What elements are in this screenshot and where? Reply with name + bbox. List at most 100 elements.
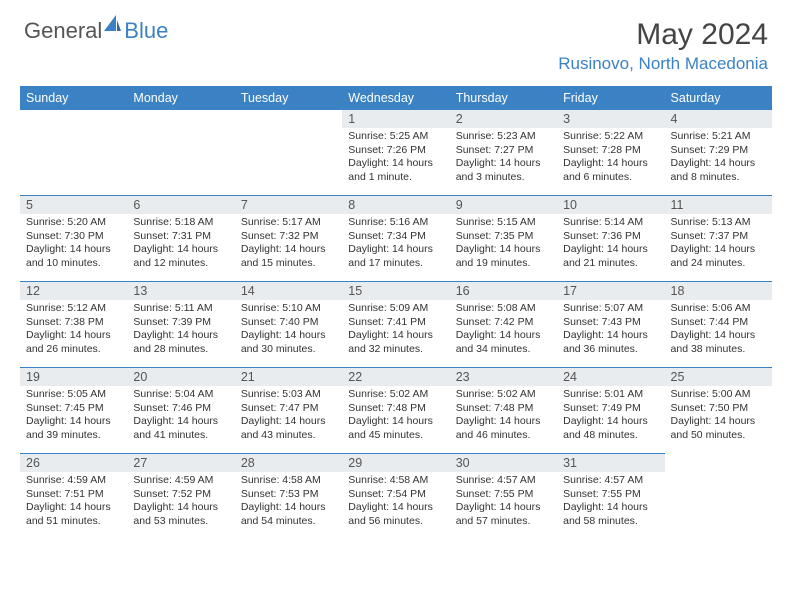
calendar-row: 26Sunrise: 4:59 AMSunset: 7:51 PMDayligh… [20,454,772,540]
calendar-cell: 25 Sunrise: 5:00 AMSunset: 7:50 PMDayligh… [665,368,772,454]
calendar-cell: 6 Sunrise: 5:18 AMSunset: 7:31 PMDaylight… [127,196,234,282]
day-details: Sunrise: 5:02 AMSunset: 7:48 PMDaylight:… [348,388,443,443]
logo: General Blue [24,18,168,44]
day-number: 2 [450,110,557,128]
day-number: 18 [665,282,772,300]
calendar-header-row: SundayMondayTuesdayWednesdayThursdayFrid… [20,87,772,110]
day-details: Sunrise: 5:02 AMSunset: 7:48 PMDaylight:… [456,388,551,443]
day-details: Sunrise: 5:25 AMSunset: 7:26 PMDaylight:… [348,130,443,185]
calendar-cell: 7Sunrise: 5:17 AMSunset: 7:32 PMDaylight… [235,196,342,282]
calendar-cell: 24 Sunrise: 5:01 AMSunset: 7:49 PMDayligh… [557,368,664,454]
day-number: 31 [557,454,664,472]
day-number: 27 [127,454,234,472]
calendar-cell: 21 Sunrise: 5:03 AMSunset: 7:47 PMDayligh… [235,368,342,454]
calendar-cell: 12 Sunrise: 5:12 AMSunset: 7:38 PMDayligh… [20,282,127,368]
calendar-cell: 31 Sunrise: 4:57 AMSunset: 7:55 PMDayligh… [557,454,664,540]
day-number: 10 [557,196,664,214]
day-details: Sunrise: 5:06 AMSunset: 7:44 PMDaylight:… [671,302,766,357]
logo-sail-icon [102,13,122,33]
calendar-row: 5 Sunrise: 5:20 AMSunset: 7:30 PMDaylight… [20,196,772,282]
day-number: 9 [450,196,557,214]
calendar-cell: 19Sunrise: 5:05 AMSunset: 7:45 PMDayligh… [20,368,127,454]
weekday-header: Monday [127,87,234,110]
day-details: Sunrise: 5:12 AMSunset: 7:38 PMDaylight:… [26,302,121,357]
calendar-cell [665,454,772,540]
day-number: 25 [665,368,772,386]
logo-general: General [24,18,102,44]
calendar-cell: 18 Sunrise: 5:06 AMSunset: 7:44 PMDayligh… [665,282,772,368]
day-number: 29 [342,454,449,472]
day-details: Sunrise: 5:04 AMSunset: 7:46 PMDaylight:… [133,388,228,443]
day-details: Sunrise: 5:23 AMSunset: 7:27 PMDaylight:… [456,130,551,185]
weekday-header: Friday [557,87,664,110]
day-number: 13 [127,282,234,300]
day-details: Sunrise: 4:57 AMSunset: 7:55 PMDaylight:… [563,474,658,529]
day-details: Sunrise: 5:03 AMSunset: 7:47 PMDaylight:… [241,388,336,443]
calendar-cell: 4Sunrise: 5:21 AMSunset: 7:29 PMDaylight… [665,110,772,196]
day-number: 12 [20,282,127,300]
day-number: 28 [235,454,342,472]
calendar-cell: 3 Sunrise: 5:22 AMSunset: 7:28 PMDaylight… [557,110,664,196]
day-details: Sunrise: 5:10 AMSunset: 7:40 PMDaylight:… [241,302,336,357]
day-details: Sunrise: 5:22 AMSunset: 7:28 PMDaylight:… [563,130,658,185]
month-title: May 2024 [558,18,768,52]
day-number: 8 [342,196,449,214]
day-number: 6 [127,196,234,214]
weekday-header: Saturday [665,87,772,110]
calendar-cell: 1 Sunrise: 5:25 AMSunset: 7:26 PMDaylight… [342,110,449,196]
calendar-cell: 28Sunrise: 4:58 AMSunset: 7:53 PMDayligh… [235,454,342,540]
calendar-cell: 13Sunrise: 5:11 AMSunset: 7:39 PMDayligh… [127,282,234,368]
day-number: 19 [20,368,127,386]
weekday-header: Tuesday [235,87,342,110]
weekday-header: Wednesday [342,87,449,110]
day-number: 3 [557,110,664,128]
calendar-cell [235,110,342,196]
calendar-cell: 22 Sunrise: 5:02 AMSunset: 7:48 PMDayligh… [342,368,449,454]
day-number: 15 [342,282,449,300]
day-details: Sunrise: 5:00 AMSunset: 7:50 PMDaylight:… [671,388,766,443]
weekday-header: Sunday [20,87,127,110]
day-number: 21 [235,368,342,386]
calendar-cell: 20 Sunrise: 5:04 AMSunset: 7:46 PMDayligh… [127,368,234,454]
calendar-cell [127,110,234,196]
calendar-cell: 8 Sunrise: 5:16 AMSunset: 7:34 PMDaylight… [342,196,449,282]
calendar-body: 1 Sunrise: 5:25 AMSunset: 7:26 PMDaylight… [20,110,772,540]
day-number: 17 [557,282,664,300]
calendar-cell: 27 Sunrise: 4:59 AMSunset: 7:52 PMDayligh… [127,454,234,540]
location: Rusinovo, North Macedonia [558,54,768,74]
day-number: 1 [342,110,449,128]
calendar-cell: 16 Sunrise: 5:08 AMSunset: 7:42 PMDayligh… [450,282,557,368]
calendar-cell: 5 Sunrise: 5:20 AMSunset: 7:30 PMDaylight… [20,196,127,282]
day-number: 4 [665,110,772,128]
day-number: 22 [342,368,449,386]
calendar-cell: 9Sunrise: 5:15 AMSunset: 7:35 PMDaylight… [450,196,557,282]
day-details: Sunrise: 5:07 AMSunset: 7:43 PMDaylight:… [563,302,658,357]
day-details: Sunrise: 4:59 AMSunset: 7:52 PMDaylight:… [133,474,228,529]
day-number: 20 [127,368,234,386]
calendar-table: SundayMondayTuesdayWednesdayThursdayFrid… [20,86,772,540]
day-number: 11 [665,196,772,214]
logo-blue: Blue [124,18,168,44]
day-details: Sunrise: 5:18 AMSunset: 7:31 PMDaylight:… [133,216,228,271]
day-number: 16 [450,282,557,300]
day-number: 5 [20,196,127,214]
day-details: Sunrise: 5:14 AMSunset: 7:36 PMDaylight:… [563,216,658,271]
calendar-cell: 17 Sunrise: 5:07 AMSunset: 7:43 PMDayligh… [557,282,664,368]
day-details: Sunrise: 4:57 AMSunset: 7:55 PMDaylight:… [456,474,551,529]
day-details: Sunrise: 5:16 AMSunset: 7:34 PMDaylight:… [348,216,443,271]
calendar-cell: 2 Sunrise: 5:23 AMSunset: 7:27 PMDaylight… [450,110,557,196]
day-details: Sunrise: 5:08 AMSunset: 7:42 PMDaylight:… [456,302,551,357]
header: General Blue May 2024 Rusinovo, North Ma… [0,0,792,82]
calendar-cell: 29Sunrise: 4:58 AMSunset: 7:54 PMDayligh… [342,454,449,540]
day-details: Sunrise: 5:17 AMSunset: 7:32 PMDaylight:… [241,216,336,271]
calendar-cell: 14Sunrise: 5:10 AMSunset: 7:40 PMDayligh… [235,282,342,368]
day-details: Sunrise: 4:59 AMSunset: 7:51 PMDaylight:… [26,474,121,529]
day-details: Sunrise: 5:20 AMSunset: 7:30 PMDaylight:… [26,216,121,271]
day-details: Sunrise: 5:09 AMSunset: 7:41 PMDaylight:… [348,302,443,357]
day-details: Sunrise: 5:01 AMSunset: 7:49 PMDaylight:… [563,388,658,443]
weekday-header: Thursday [450,87,557,110]
calendar-row: 12 Sunrise: 5:12 AMSunset: 7:38 PMDayligh… [20,282,772,368]
calendar-row: 1 Sunrise: 5:25 AMSunset: 7:26 PMDaylight… [20,110,772,196]
calendar-row: 19Sunrise: 5:05 AMSunset: 7:45 PMDayligh… [20,368,772,454]
day-number: 24 [557,368,664,386]
